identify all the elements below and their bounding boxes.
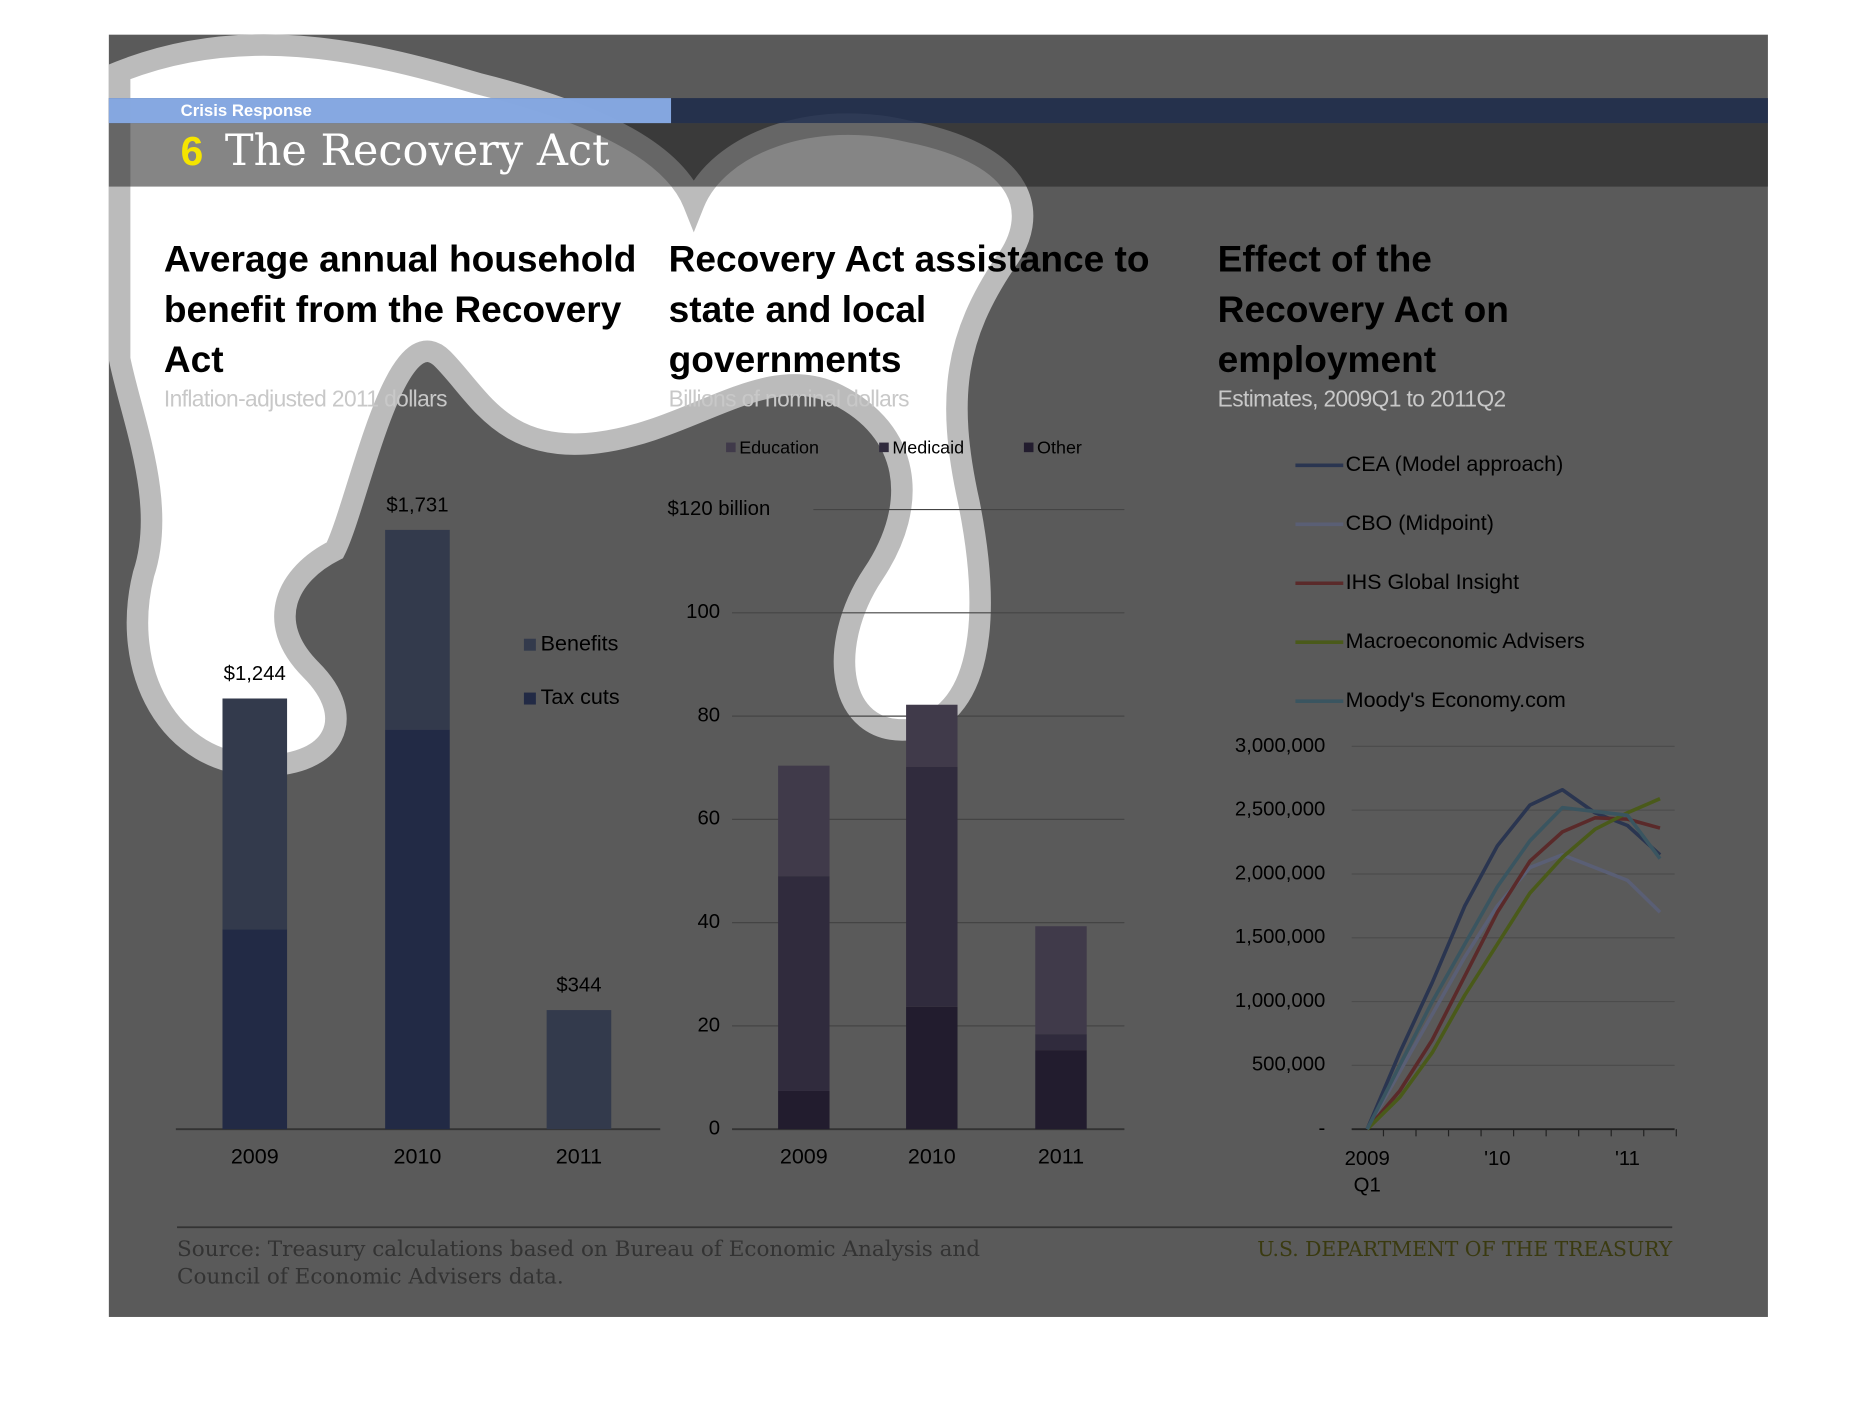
bar-segment: [385, 729, 450, 1130]
y-tick-label: 40: [697, 911, 720, 933]
series-line: [1365, 805, 1662, 1130]
y-tick-label: 500,000: [1252, 1054, 1325, 1076]
y-tick-label: 3,000,000: [1235, 735, 1325, 757]
x-tick-label: 2009: [231, 1145, 279, 1169]
bar-segment: [222, 929, 288, 1130]
x-tick-label: '10: [1484, 1147, 1511, 1170]
y-tick-label: 2,000,000: [1235, 862, 1325, 884]
total-label: $1,731: [386, 494, 448, 516]
y-tick-label: 20: [697, 1014, 720, 1036]
y-tick-label: 2,500,000: [1235, 799, 1325, 821]
legend-label: CBO (Midpoint): [1346, 511, 1494, 535]
y-tick-label: 100: [686, 601, 720, 623]
legend-label: Education: [739, 437, 819, 457]
x-tick-label: 2009: [780, 1145, 828, 1169]
chart-title: Average annual household benefit from th…: [163, 238, 637, 381]
slide-title: The Recovery Act: [224, 126, 610, 176]
legend-label: Benefits: [541, 631, 619, 655]
legend-label: Tax cuts: [541, 685, 620, 709]
agency-name: U.S. DEPARTMENT OF THE TREASURY: [1257, 1238, 1673, 1262]
legend-label: IHS Global Insight: [1346, 570, 1519, 594]
legend-swatch: [1023, 442, 1034, 453]
legend-label: Moody's Economy.com: [1346, 688, 1566, 712]
legend-label: CEA (Model approach): [1346, 452, 1564, 476]
header-bar: [108, 123, 1768, 187]
y-tick-label: 60: [697, 808, 720, 830]
y-tick-label: 0: [709, 1118, 720, 1140]
legend-swatch: [523, 638, 536, 651]
total-label: $344: [556, 975, 601, 997]
bar-segment: [1035, 1034, 1087, 1051]
bar-segment: [778, 1090, 830, 1130]
y-tick-label: 1,500,000: [1235, 926, 1325, 948]
x-tick-label: 2009 Q1: [1344, 1147, 1390, 1197]
series-line: [1365, 797, 1661, 1131]
chart-title: Effect of the Recovery Act on employment: [1217, 238, 1509, 381]
y-tick-label: -: [1319, 1118, 1326, 1140]
bar-segment: [385, 529, 450, 730]
legend-label: Medicaid: [892, 437, 964, 457]
series-line: [1365, 816, 1661, 1131]
source-note: Source: Treasury calculations based on B…: [177, 1236, 981, 1290]
y-tick-label: $120 billion: [667, 498, 770, 520]
bar-segment: [906, 766, 958, 1007]
header-strip-light: [108, 98, 672, 124]
chart-subtitle: Estimates, 2009Q1 to 2011Q2: [1217, 387, 1507, 413]
section-number: 6: [180, 129, 204, 175]
x-tick-label: 2010: [394, 1145, 442, 1169]
legend-swatch: [726, 442, 736, 453]
bar-segment: [906, 704, 958, 767]
chart-subtitle: Billions of nominal dollars: [668, 387, 910, 413]
legend-swatch: [879, 442, 889, 453]
bar-segment: [222, 698, 288, 930]
chart-subtitle: Inflation-adjusted 2011 dollars: [163, 387, 448, 413]
bar-segment: [546, 1010, 612, 1130]
x-tick-label: 2011: [556, 1145, 602, 1169]
chart-title: Recovery Act assistance to state and loc…: [668, 238, 1150, 381]
legend-label: Other: [1037, 437, 1082, 457]
bar-segment: [778, 876, 830, 1091]
legend-swatch: [523, 692, 536, 705]
y-tick-label: 1,000,000: [1235, 990, 1325, 1012]
x-tick-label: '11: [1614, 1147, 1640, 1170]
x-tick-label: 2011: [1038, 1145, 1084, 1169]
bar-segment: [1035, 1050, 1087, 1130]
y-tick-label: 80: [697, 704, 720, 726]
legend-label: Macroeconomic Advisers: [1346, 629, 1585, 653]
bar-segment: [778, 765, 830, 877]
total-label: $1,244: [224, 663, 286, 685]
section-label: Crisis Response: [180, 100, 312, 120]
bar-segment: [906, 1006, 958, 1130]
bar-segment: [1035, 926, 1087, 1035]
x-tick-label: 2010: [908, 1145, 956, 1169]
